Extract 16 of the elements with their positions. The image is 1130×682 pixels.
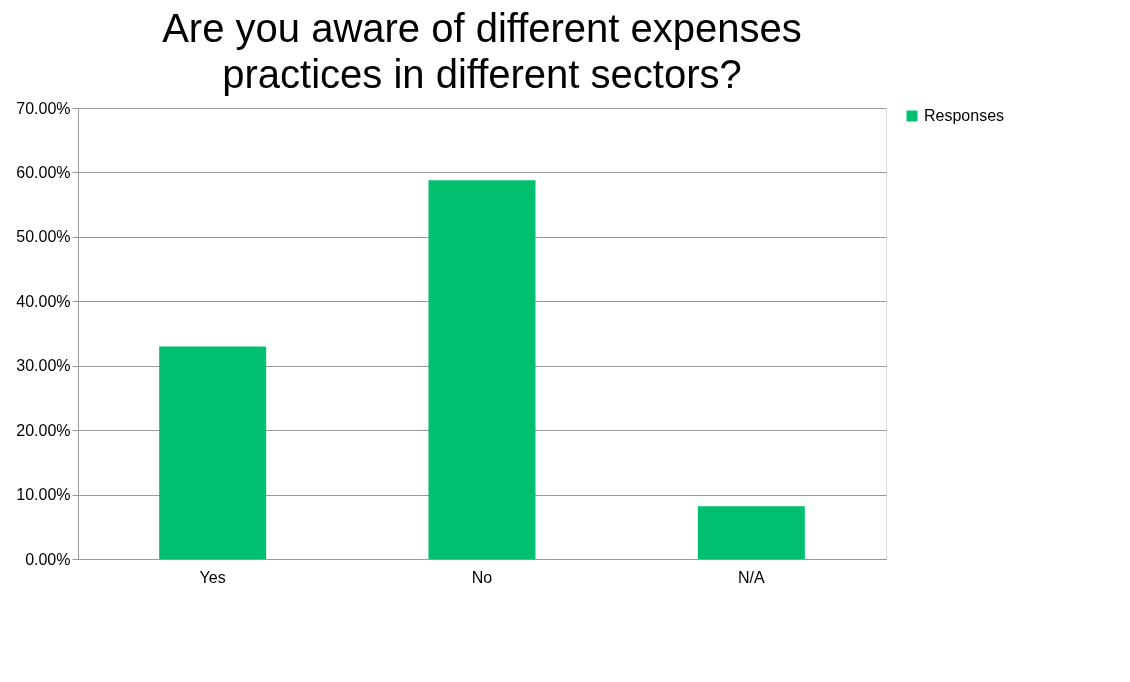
- y-tick-label: 30.00%: [16, 357, 71, 375]
- y-tick-label: 70.00%: [16, 99, 71, 117]
- bar: [428, 180, 536, 559]
- y-tick-label: 0.00%: [25, 550, 71, 568]
- x-tick-label: Yes: [199, 568, 226, 586]
- y-tick-label: 20.00%: [16, 421, 71, 439]
- x-tick-label: N/A: [738, 568, 765, 586]
- y-tick-label: 50.00%: [16, 228, 71, 246]
- bar: [159, 346, 267, 559]
- x-tick-label: No: [471, 568, 493, 586]
- bar: [697, 506, 805, 559]
- chart-title: Are you aware of different expenses practices in different sectors?: [162, 6, 802, 96]
- legend-label: Responses: [924, 107, 1005, 124]
- y-tick-label: 60.00%: [16, 163, 71, 181]
- y-tick-label: 10.00%: [16, 486, 71, 504]
- y-tick-label: 40.00%: [16, 292, 71, 310]
